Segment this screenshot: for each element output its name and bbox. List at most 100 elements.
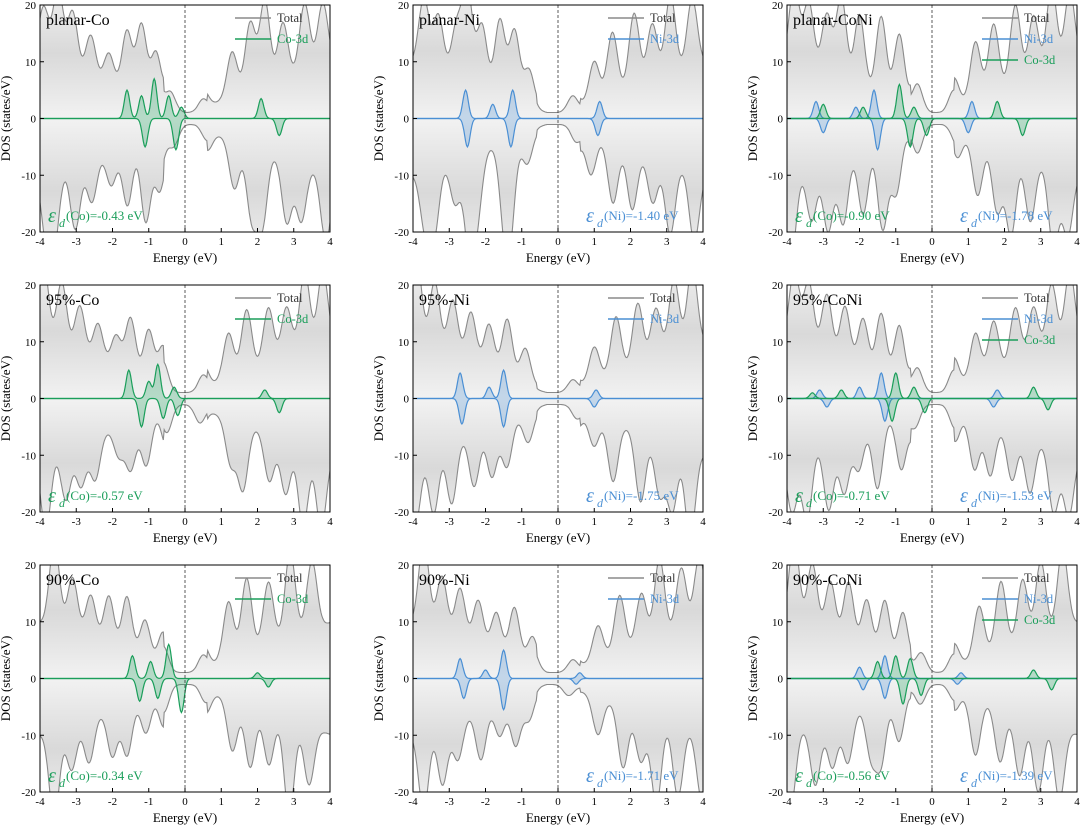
legend-label: Total	[277, 11, 303, 25]
d-band-center-annotation: ε d (Ni)=-1.40 eV	[586, 205, 679, 230]
d-band-center-value: (Co)=-0.34 eV	[66, 768, 143, 783]
x-tick-label: 4	[327, 236, 333, 248]
epsilon-subscript: d	[59, 496, 66, 510]
epsilon-symbol: ε	[795, 765, 803, 787]
x-tick-label: 4	[1074, 796, 1080, 808]
y-tick-label: -10	[768, 170, 783, 182]
epsilon-subscript: d	[597, 776, 604, 790]
legend-label: Co-3d	[1024, 53, 1056, 67]
d-band-center-annotation: ε d (Ni)=-1.39 eV	[960, 765, 1053, 790]
total-down-line	[787, 403, 1077, 512]
d-band-center-annotation: ε d (Co)=-0.71 eV	[795, 485, 890, 510]
y-axis-label: DOS (states/eV)	[0, 636, 13, 722]
x-tick-label: 1	[592, 236, 598, 248]
total-down-area	[787, 678, 1077, 792]
y-tick-label: 20	[772, 0, 784, 12]
ni-3d-up-area	[413, 650, 703, 679]
x-tick-label: -3	[445, 516, 455, 528]
y-axis-label: DOS (states/eV)	[745, 76, 760, 162]
x-tick-label: 0	[555, 516, 561, 528]
ni-3d-up-area	[787, 373, 1077, 399]
x-axis-label: Energy (eV)	[526, 530, 590, 545]
y-tick-label: -20	[394, 507, 409, 519]
epsilon-subscript: d	[597, 496, 604, 510]
x-tick-label: 3	[664, 796, 670, 808]
y-tick-label: 20	[398, 0, 410, 12]
legend-label: Total	[277, 571, 303, 585]
y-tick-label: -20	[394, 227, 409, 239]
x-tick-label: 2	[255, 796, 261, 808]
total-down-line	[40, 683, 330, 792]
d-band-center-value: (Ni)=-1.53 eV	[978, 488, 1053, 503]
y-tick-label: -10	[768, 730, 783, 742]
legend-label: Total	[1024, 571, 1050, 585]
x-tick-label: 1	[592, 796, 598, 808]
x-axis-label: Energy (eV)	[900, 250, 964, 265]
y-tick-label: -10	[21, 730, 36, 742]
panel-title: planar-Co	[46, 12, 110, 29]
x-tick-label: 1	[966, 236, 972, 248]
x-tick-label: -4	[35, 796, 45, 808]
x-tick-label: 4	[700, 236, 706, 248]
d-band-center-annotation: ε d (Ni)=-1.75 eV	[586, 485, 679, 510]
x-tick-label: -4	[408, 236, 418, 248]
x-tick-label: 3	[1038, 236, 1044, 248]
x-tick-label: 4	[1074, 236, 1080, 248]
d-band-center-annotation: ε d (Ni)=-1.71 eV	[586, 765, 679, 790]
legend-label: Co-3d	[1024, 613, 1056, 627]
co-3d-down-line	[787, 677, 1077, 706]
x-tick-label: -3	[819, 516, 829, 528]
y-tick-label: 20	[25, 280, 37, 292]
ni-3d-up-area	[787, 90, 1077, 119]
x-tick-label: 1	[966, 796, 972, 808]
x-tick-label: -3	[445, 236, 455, 248]
epsilon-symbol: ε	[795, 205, 803, 227]
epsilon-symbol: ε	[48, 765, 56, 787]
epsilon-subscript: d	[597, 216, 604, 230]
x-tick-label: -4	[35, 516, 45, 528]
d-band-center-value: (Co)=-0.57 eV	[66, 488, 143, 503]
panel-title: planar-CoNi	[793, 12, 873, 29]
y-tick-label: 10	[772, 617, 784, 629]
x-tick-label: 0	[929, 236, 935, 248]
co-3d-down-area	[787, 398, 1077, 422]
y-tick-label: 0	[404, 394, 410, 406]
x-tick-label: 2	[628, 516, 634, 528]
epsilon-symbol: ε	[960, 485, 968, 507]
x-tick-label: -4	[408, 516, 418, 528]
x-tick-label: 3	[291, 236, 297, 248]
x-tick-label: -3	[445, 796, 455, 808]
x-tick-label: 4	[700, 516, 706, 528]
y-tick-label: 10	[398, 337, 410, 349]
x-tick-label: 0	[182, 236, 188, 248]
x-tick-label: 0	[555, 236, 561, 248]
d-band-center-value: (Ni)=-1.78 eV	[978, 208, 1053, 223]
legend-label: Total	[1024, 11, 1050, 25]
x-tick-label: -2	[108, 516, 117, 528]
d-band-center-annotation: ε d (Co)=-0.57 eV	[48, 485, 143, 510]
legend-label: Ni-3d	[1024, 592, 1054, 606]
x-tick-label: -1	[891, 796, 900, 808]
co-3d-down-line	[787, 397, 1077, 423]
d-band-center-annotation: ε d (Ni)=-1.78 eV	[960, 205, 1053, 230]
y-tick-label: 10	[398, 57, 410, 69]
y-tick-label: 10	[772, 337, 784, 349]
d-band-center-annotation: ε d (Co)=-0.43 eV	[48, 205, 143, 230]
y-tick-label: -20	[394, 787, 409, 799]
total-up-area	[40, 565, 330, 679]
x-tick-label: -1	[144, 236, 153, 248]
legend-label: Ni-3d	[1024, 32, 1054, 46]
x-tick-label: -3	[72, 796, 82, 808]
legend-label: Co-3d	[1024, 333, 1056, 347]
y-axis-label: DOS (states/eV)	[745, 356, 760, 442]
epsilon-subscript: d	[971, 776, 978, 790]
co-3d-down-area	[787, 678, 1077, 704]
y-tick-label: 10	[25, 337, 37, 349]
epsilon-symbol: ε	[48, 205, 56, 227]
x-tick-label: 2	[1002, 516, 1008, 528]
